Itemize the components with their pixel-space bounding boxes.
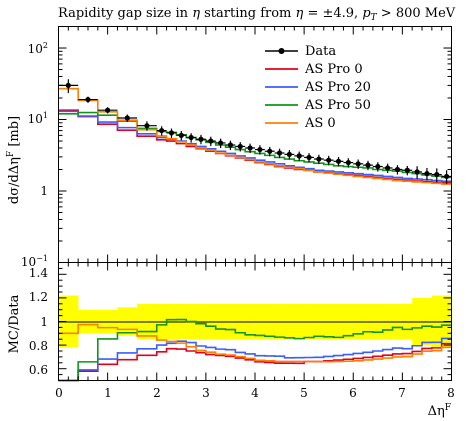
data-point (335, 158, 342, 164)
data-point (257, 146, 263, 153)
main-plot: 102 101 1 10−1 (21, 26, 452, 269)
data-point (394, 166, 401, 173)
data-point (208, 138, 214, 144)
ratio-ytick-label-1: 1 (40, 315, 48, 329)
legend-label-data: Data (305, 44, 336, 59)
data-point (404, 167, 410, 173)
data-point (178, 132, 184, 138)
data-point (286, 151, 292, 158)
data-point (345, 159, 351, 166)
legend-label-as-0: AS 0 (304, 116, 336, 131)
data-point (124, 115, 130, 121)
data-point (414, 169, 420, 175)
data-point (188, 134, 194, 141)
ratio-ytick-label-1p4: 1.4 (29, 266, 48, 280)
data-point (198, 136, 204, 142)
data-point (218, 140, 224, 146)
legend-label-as-pro-0: AS Pro 0 (304, 62, 363, 77)
legend-label-as-pro-20: AS Pro 20 (304, 80, 371, 95)
xtick-label-5: 5 (300, 386, 308, 400)
chart-title: Rapidity gap size in η starting from η =… (58, 6, 456, 23)
data-point (247, 145, 253, 151)
data-point (105, 107, 111, 113)
data-point (227, 142, 234, 148)
ytick-label-100: 102 (28, 41, 48, 56)
data-point (267, 148, 273, 154)
data-point (85, 96, 91, 103)
ytick-label-1: 1 (40, 184, 48, 198)
data-point (326, 157, 332, 163)
xtick-label-6: 6 (349, 386, 357, 400)
data-point (424, 171, 430, 177)
xtick-label-0: 0 (55, 386, 63, 400)
ratio-ytick-label-0p6: 0.6 (29, 363, 48, 377)
legend: Data AS Pro 0 AS Pro 20 AS Pro 50 AS 0 (265, 44, 371, 131)
data-point (276, 150, 283, 156)
data-point (65, 82, 71, 89)
ratio-plot: 1.4 1.2 1 0.8 0.6 0 1 2 3 4 5 6 7 8 ΔηF (29, 262, 455, 419)
ratio-line-as-pro-0 (58, 342, 452, 382)
x-axis-label: ΔηF (428, 403, 451, 419)
data-point (443, 173, 450, 180)
ratio-line-as-0 (58, 323, 452, 363)
main-y-axis-label: dσ/dΔηF [mb] (6, 116, 22, 204)
data-point (434, 171, 440, 178)
data-point (144, 123, 150, 129)
main-frame (58, 26, 452, 263)
data-point (365, 162, 371, 168)
data-point (306, 154, 312, 161)
xtick-label-7: 7 (398, 386, 406, 400)
legend-label-as-pro-50: AS Pro 50 (304, 98, 371, 113)
data-point (385, 165, 391, 171)
ytick-label-0p1: 10−1 (21, 254, 48, 269)
data-point (237, 143, 243, 150)
ytick-label-10: 101 (28, 111, 48, 126)
ratio-line-as-pro-50 (58, 318, 452, 382)
data-point (159, 127, 165, 134)
ratio-y-axis-label: MC/Data (7, 294, 22, 353)
xtick-label-2: 2 (153, 386, 161, 400)
xtick-label-1: 1 (104, 386, 112, 400)
data-point (168, 130, 175, 136)
ratio-ytick-label-1p2: 1.2 (29, 290, 48, 304)
xtick-label-3: 3 (202, 386, 210, 400)
series-line-as-0 (58, 87, 452, 185)
legend-marker-data-dot (278, 48, 285, 54)
data-point (375, 163, 381, 170)
ratio-line-as-pro-20 (58, 337, 452, 382)
data-point (316, 156, 322, 162)
xtick-label-8: 8 (447, 386, 455, 400)
data-point (296, 153, 302, 159)
ratio-ytick-label-0p8: 0.8 (29, 339, 48, 353)
xtick-label-4: 4 (251, 386, 259, 400)
data-point (355, 161, 361, 167)
